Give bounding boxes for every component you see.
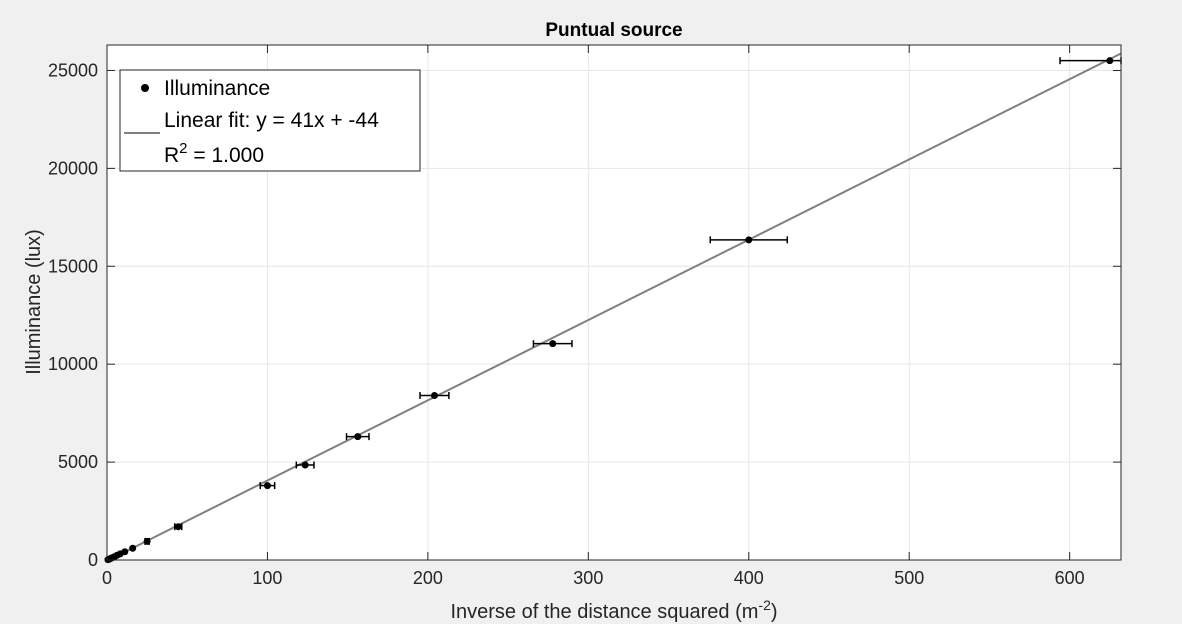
fit-line (108, 52, 1122, 561)
legend-r2-main: R (164, 144, 179, 167)
chart-title: Puntual source (545, 20, 682, 41)
data-point (301, 461, 309, 469)
legend-r2-sup: 2 (179, 140, 187, 157)
y-tick-label: 25000 (48, 60, 98, 80)
grid (107, 45, 1121, 560)
x-tick-label: 200 (413, 568, 443, 588)
y-tick-label: 10000 (48, 354, 98, 374)
fit-line-group (108, 52, 1122, 561)
x-tick-label: 500 (894, 568, 924, 588)
y-axis-title: Illuminance (lux) (23, 229, 45, 375)
data-point (1106, 57, 1114, 65)
points-group (104, 57, 1122, 564)
legend-marker-illuminance (141, 84, 149, 92)
y-tick-label: 15000 (48, 256, 98, 276)
legend-label-r2: R2 = 1.000 (164, 140, 264, 167)
axes-box (106, 44, 1122, 561)
legend-box (119, 69, 421, 172)
data-point (174, 523, 182, 531)
data-point (549, 340, 557, 348)
x-tick-label: 600 (1055, 568, 1085, 588)
data-point (354, 433, 362, 441)
data-point (745, 236, 753, 244)
x-axis-title-sup: -2 (758, 597, 771, 613)
x-tick-label: 0 (102, 568, 112, 588)
x-tick-label: 400 (734, 568, 764, 588)
x-tick-label: 300 (573, 568, 603, 588)
data-point (430, 392, 438, 400)
y-tick-label: 0 (88, 550, 98, 570)
x-axis-title: Inverse of the distance squared (m-2) (450, 597, 777, 623)
x-axis-title-suffix: ) (771, 601, 778, 623)
data-point (129, 544, 137, 552)
legend-label-illuminance: Illuminance (164, 77, 270, 100)
legend-label-fit: Linear fit: y = 41x + -44 (164, 109, 379, 132)
x-tick-label: 100 (252, 568, 282, 588)
y-tick-label: 20000 (48, 158, 98, 178)
data-point (143, 537, 151, 545)
y-ticks: 0 5000 10000 15000 20000 25000 (48, 60, 1121, 570)
legend: Illuminance Linear fit: y = 41x + -44 R2… (119, 69, 421, 172)
data-point (263, 482, 271, 490)
x-axis-title-main: Inverse of the distance squared (m (450, 601, 758, 623)
legend-r2-suffix: = 1.000 (188, 144, 264, 167)
x-ticks: 0 100 200 300 400 500 600 (102, 45, 1085, 588)
y-tick-label: 5000 (58, 452, 98, 472)
